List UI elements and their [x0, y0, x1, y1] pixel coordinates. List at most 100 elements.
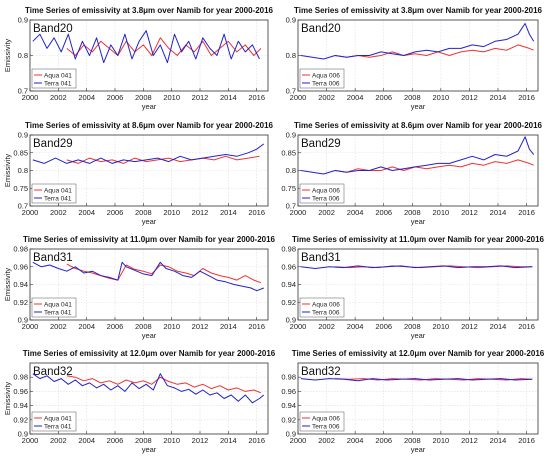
legend-label: Terra 041	[44, 81, 72, 88]
legend-label: Terra 041	[44, 424, 72, 431]
x-tick-label: 2006	[107, 208, 124, 217]
y-tick-label: 0.85	[13, 148, 28, 157]
x-tick-label: 2000	[22, 322, 39, 331]
y-tick-label: 0.8	[286, 166, 296, 175]
x-tick-label: 2008	[135, 208, 152, 217]
x-tick-label: 2000	[22, 93, 39, 102]
y-tick-label: 0.92	[13, 298, 28, 307]
x-tick-label: 2014	[490, 93, 507, 102]
legend-box	[299, 297, 345, 318]
y-tick-label: 0.98	[13, 373, 28, 382]
x-tick-label: 2010	[163, 93, 180, 102]
x-tick-label: 2010	[433, 208, 450, 217]
y-tick-label: 0.92	[281, 415, 296, 424]
x-tick-label: 2008	[404, 322, 421, 331]
x-tick-label: 2008	[135, 322, 152, 331]
y-axis-label: Emissivity	[3, 382, 12, 416]
x-tick-label: 2008	[135, 436, 152, 445]
x-tick-label: 2004	[78, 93, 95, 102]
x-tick-label: 2002	[318, 322, 335, 331]
x-tick-label: 2006	[375, 322, 392, 331]
y-tick-label: 0.9	[18, 430, 28, 439]
legend-box	[31, 68, 77, 89]
x-tick-label: 2004	[78, 208, 95, 217]
y-tick-label: 0.9	[18, 131, 28, 140]
x-tick-label: 2016	[518, 322, 535, 331]
x-tick-label: 2010	[433, 322, 450, 331]
x-tick-label: 2004	[347, 436, 364, 445]
plot-frame	[297, 362, 539, 435]
y-tick-label: 0.96	[281, 387, 296, 396]
x-tick-label: 2016	[518, 436, 535, 445]
series-line	[300, 23, 535, 60]
chart-title: Time Series of emissivity at 11.0μm over…	[292, 235, 545, 244]
legend-box	[299, 183, 345, 204]
band-label: Band29	[301, 138, 341, 150]
chart-panel: Time Series of emissivity at 3.8μm over …	[3, 6, 274, 111]
x-tick-label: 2014	[490, 436, 507, 445]
y-tick-label: 0.9	[18, 316, 28, 325]
band-label: Band29	[33, 138, 73, 150]
legend-label: Terra 006	[312, 81, 340, 88]
x-axis-label: year	[142, 102, 157, 111]
x-tick-label: 2006	[375, 208, 392, 217]
x-tick-label: 2012	[192, 93, 209, 102]
x-tick-label: 2004	[78, 322, 95, 331]
x-axis-label: year	[142, 445, 157, 454]
x-tick-label: 2014	[220, 93, 237, 102]
legend-label: Aqua 041	[44, 302, 72, 309]
chart-title: Time Series of emissivity at 8.6μm over …	[294, 121, 543, 130]
legend-box	[299, 411, 345, 432]
legend-label: Aqua 041	[44, 188, 72, 195]
legend-label: Aqua 006	[312, 416, 340, 423]
chart-title: Time Series of emissivity at 12.0μm over…	[292, 349, 545, 358]
y-axis-label: Emissivity	[3, 268, 12, 302]
x-tick-label: 2016	[248, 208, 265, 217]
x-tick-label: 2000	[22, 436, 39, 445]
legend-box	[31, 297, 77, 318]
x-axis-label: year	[411, 331, 426, 340]
series-line	[32, 261, 264, 292]
x-tick-label: 2012	[192, 322, 209, 331]
y-tick-label: 0.9	[286, 430, 296, 439]
x-tick-label: 2008	[404, 436, 421, 445]
x-tick-label: 2010	[433, 436, 450, 445]
x-tick-label: 2006	[107, 436, 124, 445]
x-tick-label: 2002	[318, 436, 335, 445]
y-tick-label: 0.8	[18, 51, 28, 60]
chart-panel: Time Series of emissivity at 8.6μm over …	[3, 121, 274, 226]
series-line	[66, 37, 262, 56]
series-line	[66, 155, 260, 164]
x-tick-label: 2000	[290, 208, 307, 217]
x-tick-label: 2016	[248, 322, 265, 331]
x-tick-label: 2010	[163, 208, 180, 217]
band-label: Band20	[33, 23, 73, 35]
chart-panel: Time Series of emissivity at 12.0μm over…	[3, 349, 276, 454]
series-line	[300, 378, 533, 382]
legend-box	[31, 183, 77, 204]
x-tick-label: 2006	[107, 322, 124, 331]
chart-panel: Time Series of emissivity at 11.0μm over…	[3, 235, 276, 340]
y-tick-label: 0.7	[18, 202, 28, 211]
chart-panel: Time Series of emissivity at 3.8μm over …	[286, 6, 543, 111]
y-tick-label: 0.7	[286, 202, 296, 211]
x-tick-label: 2014	[220, 208, 237, 217]
chart-title: Time Series of emissivity at 8.6μm over …	[25, 121, 274, 130]
series-line	[32, 143, 265, 164]
legend-label: Terra 006	[312, 310, 340, 317]
series-line	[32, 373, 265, 404]
y-tick-label: 0.98	[281, 245, 296, 254]
chart-panel: Time Series of emissivity at 11.0μm over…	[281, 235, 544, 340]
plot-frame	[29, 362, 269, 435]
y-axis-label: Emissivity	[3, 39, 12, 73]
y-tick-label: 0.92	[13, 415, 28, 424]
y-tick-label: 0.9	[18, 16, 28, 25]
x-tick-label: 2012	[461, 93, 478, 102]
legend-label: Terra 041	[44, 196, 72, 203]
x-axis-label: year	[411, 445, 426, 454]
x-axis-label: year	[142, 331, 157, 340]
y-tick-label: 0.94	[281, 401, 296, 410]
series-line	[300, 265, 533, 269]
x-tick-label: 2014	[220, 436, 237, 445]
y-tick-label: 0.75	[281, 184, 296, 193]
